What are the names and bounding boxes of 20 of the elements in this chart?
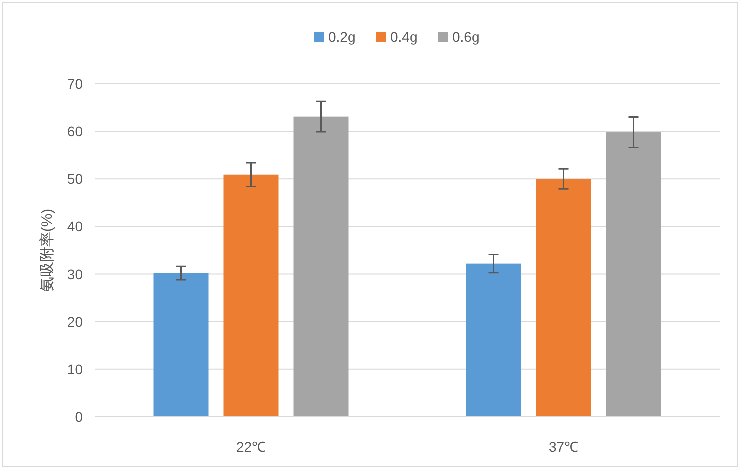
- y-tick-label: 30: [67, 266, 84, 282]
- y-tick-label: 40: [67, 218, 84, 235]
- y-axis-title: 氨吸附率(%): [39, 208, 56, 292]
- bar: [466, 264, 522, 417]
- y-tick-label: 50: [67, 171, 84, 188]
- bar: [606, 132, 662, 417]
- y-tick-label: 0: [75, 409, 84, 425]
- legend-label: 0.6g: [452, 29, 480, 45]
- bar: [294, 116, 349, 417]
- y-tick-label: 10: [67, 361, 84, 378]
- y-tick-label: 20: [67, 314, 84, 330]
- legend-label: 0.4g: [390, 29, 418, 45]
- bar: [154, 273, 209, 417]
- y-tick-label: 70: [67, 76, 84, 92]
- bar: [224, 174, 279, 417]
- y-tick-label: 60: [67, 124, 84, 140]
- legend-label: 0.2g: [328, 29, 356, 45]
- bar: [536, 179, 592, 417]
- x-tick-label: 22℃: [236, 439, 266, 455]
- x-tick-label: 37℃: [548, 439, 579, 455]
